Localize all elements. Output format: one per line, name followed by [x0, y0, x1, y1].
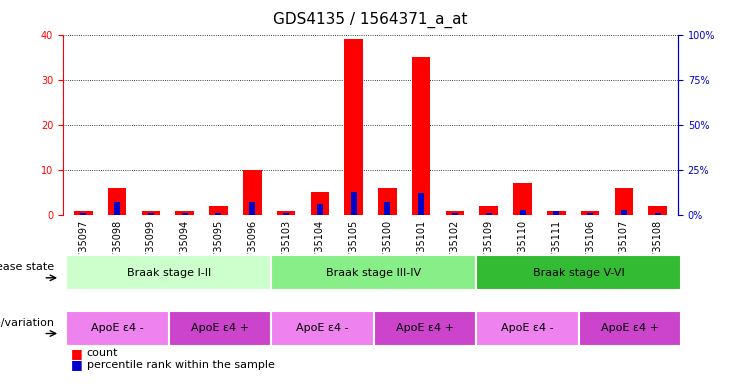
Bar: [486, 213, 492, 215]
Text: ApoE ε4 +: ApoE ε4 +: [191, 323, 249, 333]
Text: genotype/variation: genotype/variation: [0, 318, 55, 328]
Bar: [147, 213, 154, 215]
Text: disease state: disease state: [0, 262, 55, 273]
Bar: [445, 210, 465, 215]
Bar: [452, 213, 458, 215]
Bar: [310, 192, 329, 215]
Bar: [514, 184, 532, 215]
Bar: [587, 213, 594, 215]
Bar: [107, 188, 127, 215]
Text: ■: ■: [70, 358, 82, 371]
Bar: [176, 210, 194, 215]
Text: percentile rank within the sample: percentile rank within the sample: [87, 360, 275, 370]
Bar: [412, 57, 431, 215]
Bar: [479, 206, 498, 215]
Text: ApoE ε4 -: ApoE ε4 -: [502, 323, 554, 333]
Text: Braak stage I-II: Braak stage I-II: [127, 268, 211, 278]
Bar: [114, 202, 120, 215]
Bar: [216, 213, 222, 215]
Text: ApoE ε4 +: ApoE ε4 +: [601, 323, 659, 333]
Bar: [547, 210, 565, 215]
Bar: [385, 202, 391, 215]
Bar: [249, 202, 255, 215]
Bar: [74, 210, 93, 215]
Text: count: count: [87, 348, 119, 358]
Text: ApoE ε4 +: ApoE ε4 +: [396, 323, 454, 333]
Text: Braak stage III-IV: Braak stage III-IV: [326, 268, 422, 278]
Bar: [621, 210, 627, 215]
Text: Braak stage V-VI: Braak stage V-VI: [533, 268, 625, 278]
Bar: [614, 188, 634, 215]
Bar: [554, 212, 559, 215]
Bar: [655, 213, 661, 215]
Text: ApoE ε4 -: ApoE ε4 -: [296, 323, 349, 333]
Bar: [648, 206, 667, 215]
Text: ■: ■: [70, 347, 82, 360]
Bar: [418, 194, 425, 215]
Bar: [243, 170, 262, 215]
Bar: [345, 39, 363, 215]
Bar: [283, 213, 289, 215]
Bar: [276, 210, 296, 215]
Bar: [142, 210, 160, 215]
Bar: [350, 192, 356, 215]
Bar: [581, 210, 599, 215]
Text: GDS4135 / 1564371_a_at: GDS4135 / 1564371_a_at: [273, 12, 468, 28]
Text: ApoE ε4 -: ApoE ε4 -: [91, 323, 144, 333]
Bar: [316, 204, 323, 215]
Bar: [80, 213, 86, 215]
Bar: [209, 206, 227, 215]
Bar: [182, 213, 187, 215]
Bar: [378, 188, 396, 215]
Bar: [519, 210, 525, 215]
